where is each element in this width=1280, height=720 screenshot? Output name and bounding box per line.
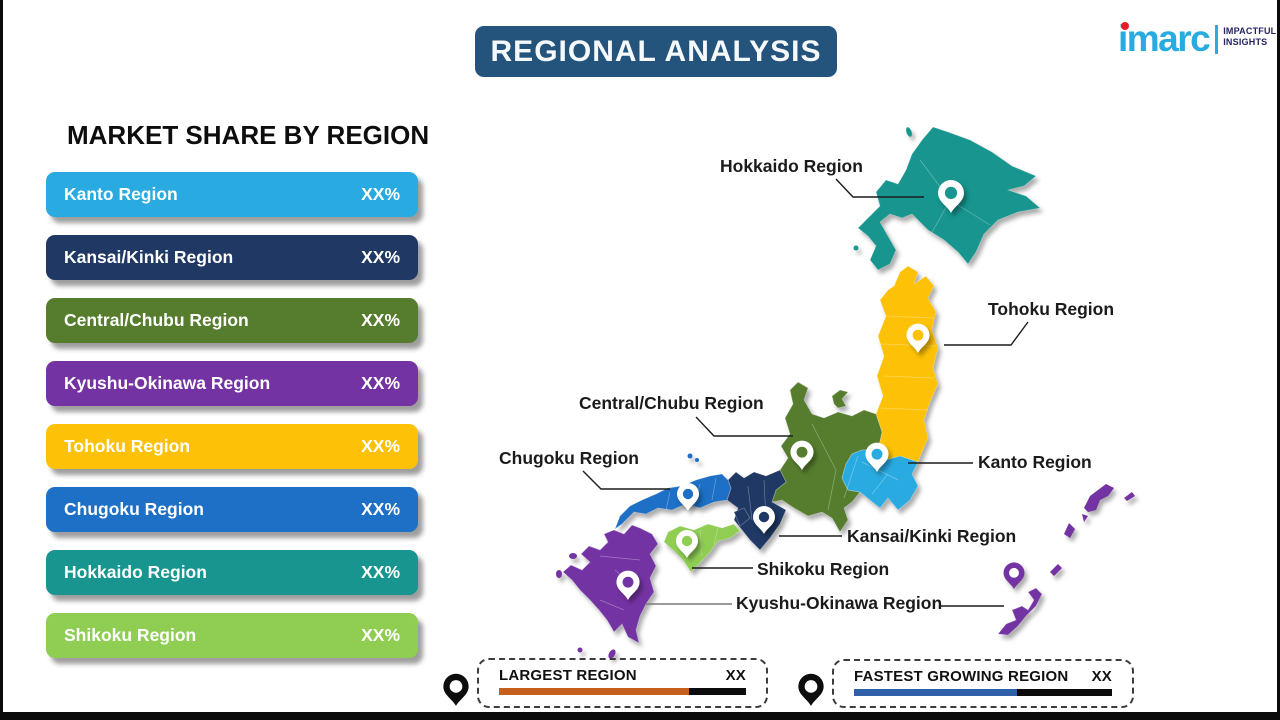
region-shikoku [663, 523, 741, 573]
share-bar-hokkaido: Hokkaido Region XX% [46, 550, 418, 595]
share-bar-kansai: Kansai/Kinki Region XX% [46, 235, 418, 280]
region-okinawa-islet [1064, 523, 1075, 538]
legend-fastest-value: XX [1091, 668, 1112, 685]
map-label-tohoku: Tohoku Region [988, 299, 1115, 319]
frame-edge-right [1277, 0, 1280, 720]
region-okinawa-islet [1124, 492, 1135, 501]
legend-largest-value: XX [725, 667, 746, 684]
region-kyushu-islet [569, 553, 577, 559]
map-pin-kanto-icon [865, 442, 889, 472]
share-bar-label: Kansai/Kinki Region [64, 247, 234, 267]
map-pin-hokkaido-icon [938, 179, 964, 213]
map-pin-tohoku-icon [906, 323, 930, 353]
legend-largest-bar [499, 688, 746, 695]
connector-central-chubu [695, 416, 793, 437]
region-chubu [771, 381, 883, 533]
legend-largest-label: LARGEST REGION [499, 667, 637, 684]
connector-hokkaido [835, 178, 924, 198]
map-pin-kansai-icon [753, 506, 775, 534]
share-bar-label: Tohoku Region [64, 436, 191, 456]
imarc-logo: imarc IMPACTFUL INSIGHTS [1118, 20, 1276, 57]
map-label-hokkaido: Hokkaido Region [720, 156, 863, 176]
region-chubu-sado-island [831, 389, 849, 409]
map-label-kyushu-okinawa: Kyushu-Okinawa Region [736, 593, 943, 613]
legend-fastest-label: FASTEST GROWING REGION [854, 668, 1069, 685]
share-bar-value: XX% [361, 247, 400, 267]
map-pin-okinawa-icon [1003, 562, 1025, 589]
map-label-shikoku: Shikoku Region [757, 559, 890, 579]
share-bar-label: Kanto Region [64, 184, 178, 204]
share-bar-value: XX% [361, 562, 400, 582]
imarc-brand-text: imarc [1118, 18, 1211, 59]
page-title: REGIONAL ANALYSIS [475, 26, 837, 77]
legend-fastest-bar [854, 689, 1112, 696]
share-bar-kyushu-okinawa: Kyushu-Okinawa Region XX% [46, 361, 418, 406]
region-hokkaido [857, 126, 1041, 271]
map-pin-shikoku-icon [676, 530, 698, 558]
legend-fastest-bar-remainder [1016, 689, 1112, 696]
share-bar-label: Kyushu-Okinawa Region [64, 373, 271, 393]
frame-edge-left [0, 0, 3, 720]
connector-chugoku [582, 470, 670, 490]
map-pin-kyushu-icon [616, 570, 640, 600]
map-label-chugoku: Chugoku Region [499, 448, 639, 468]
tagline-line1: IMPACTFUL [1223, 26, 1277, 36]
legend-pin-largest-icon [443, 673, 469, 706]
region-kyushu-islet [577, 647, 583, 653]
share-bar-label: Shikoku Region [64, 625, 197, 645]
region-kansai [726, 469, 787, 551]
share-bar-shikoku: Shikoku Region XX% [46, 613, 418, 658]
region-okinawa-islet [1082, 514, 1088, 522]
legend-largest-bar-remainder [689, 688, 746, 695]
legend-largest-region: LARGEST REGION XX [477, 658, 768, 708]
region-okinawa-amami-island [1084, 484, 1114, 512]
tagline-line2: INSIGHTS [1223, 36, 1268, 47]
region-kyushu [562, 524, 659, 644]
share-bar-central-chubu: Central/Chubu Region XX% [46, 298, 418, 343]
share-bar-value: XX% [361, 373, 400, 393]
share-bar-label: Central/Chubu Region [64, 310, 249, 330]
map-pin-chugoku-icon [677, 483, 699, 511]
imarc-tagline: IMPACTFUL INSIGHTS [1223, 26, 1276, 48]
imarc-wordmark: imarc [1118, 18, 1211, 59]
region-kanto [841, 449, 919, 511]
legend-fastest-bar-fill [854, 689, 1017, 696]
region-kansai-awaji-island [733, 507, 751, 527]
region-kyushu-islet [556, 570, 562, 578]
share-bar-value: XX% [361, 499, 400, 519]
region-chugoku-oki-islet [687, 453, 693, 459]
region-hokkaido-islet [853, 245, 859, 251]
legend-fastest-growing-region: FASTEST GROWING REGION XX [832, 659, 1134, 708]
share-bar-kanto: Kanto Region XX% [46, 172, 418, 217]
map-pin-chubu-icon [790, 440, 814, 470]
imarc-logo-dot-icon [1121, 22, 1129, 30]
connector-tohoku [944, 321, 1029, 346]
share-bar-label: Hokkaido Region [64, 562, 207, 582]
share-bar-value: XX% [361, 184, 400, 204]
frame-edge-bottom [0, 712, 1280, 720]
legend-largest-bar-fill [499, 688, 690, 695]
share-bar-value: XX% [361, 436, 400, 456]
region-chugoku [614, 473, 732, 531]
share-bar-value: XX% [361, 625, 400, 645]
map-label-kansai: Kansai/Kinki Region [847, 526, 1017, 546]
region-hokkaido-islet [906, 127, 912, 137]
map-label-central-chubu: Central/Chubu Region [579, 393, 764, 413]
region-okinawa-islet [1050, 564, 1062, 576]
share-bar-value: XX% [361, 310, 400, 330]
share-bar-chugoku: Chugoku Region XX% [46, 487, 418, 532]
share-bar-tohoku: Tohoku Region XX% [46, 424, 418, 469]
legend-pin-fastest-icon [798, 673, 824, 706]
logo-divider [1215, 25, 1219, 54]
share-bar-label: Chugoku Region [64, 499, 204, 519]
region-chugoku-oki-islet [695, 458, 699, 462]
region-tohoku [875, 265, 939, 463]
map-label-kanto: Kanto Region [978, 452, 1092, 472]
market-share-heading: MARKET SHARE BY REGION [67, 120, 430, 150]
region-okinawa-main-island [997, 587, 1043, 636]
